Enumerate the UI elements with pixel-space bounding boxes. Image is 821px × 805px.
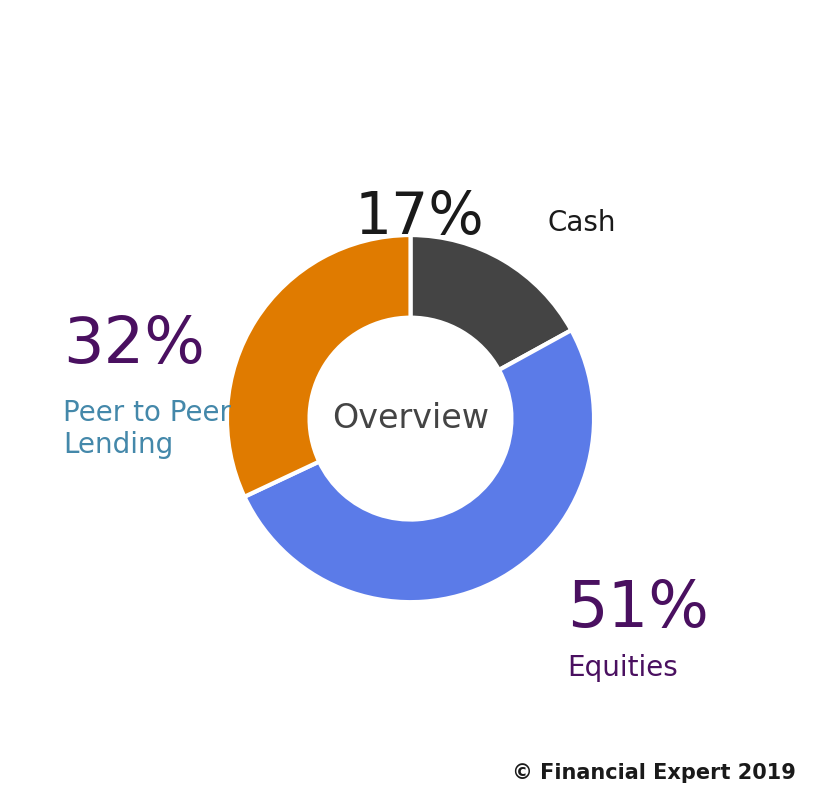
Text: Peer to Peer
Lending: Peer to Peer Lending — [63, 399, 231, 460]
Text: Cash: Cash — [548, 208, 616, 237]
Text: My Portfolio: Overview: My Portfolio: Overview — [142, 25, 679, 68]
Text: Equities: Equities — [567, 654, 678, 682]
Wedge shape — [227, 235, 410, 497]
Text: 17%: 17% — [354, 189, 484, 246]
Text: 51%: 51% — [567, 579, 709, 641]
Wedge shape — [245, 330, 594, 602]
Text: Overview: Overview — [332, 402, 489, 435]
Wedge shape — [410, 235, 571, 370]
Text: © Financial Expert 2019: © Financial Expert 2019 — [512, 763, 796, 782]
Text: 32%: 32% — [63, 314, 205, 376]
